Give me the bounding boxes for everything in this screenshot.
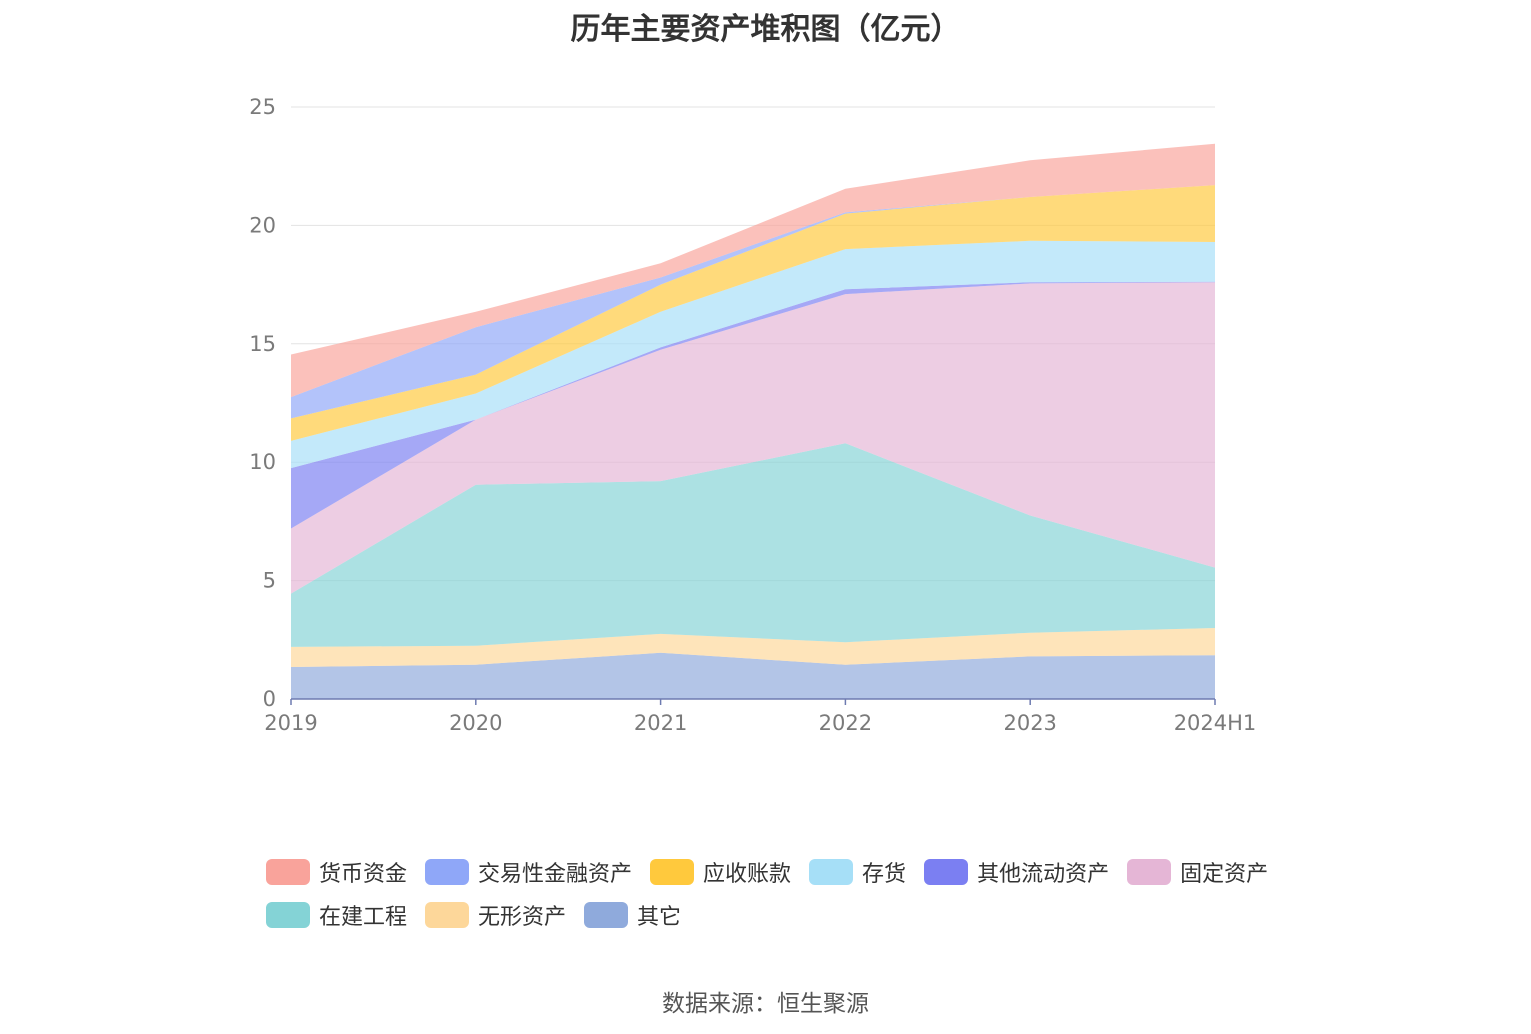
chart-title: 历年主要资产堆积图（亿元） (570, 12, 961, 47)
legend-item[interactable]: 固定资产 (1127, 856, 1268, 888)
legend-label: 其它 (637, 904, 682, 930)
legend-label: 无形资产 (478, 904, 567, 930)
y-tick-label: 25 (249, 95, 276, 119)
legend-swatch (425, 858, 470, 885)
y-tick-label: 5 (263, 569, 276, 593)
legend-swatch (924, 858, 969, 885)
legend: 货币资金 交易性金融资产 应收账款 存货 其他流动资产 固定资产 在建工程 无形资产 其它 (266, 850, 1296, 936)
legend-label: 其他流动资产 (977, 861, 1110, 887)
x-tick-label: 2022 (819, 711, 872, 735)
legend-swatch (650, 858, 695, 885)
legend-swatch (584, 901, 629, 928)
legend-label: 应收账款 (703, 861, 792, 887)
area-series-7 (291, 185, 1215, 441)
area-series-3 (291, 443, 1215, 647)
y-tick-label: 0 (263, 687, 276, 711)
legend-item[interactable]: 其它 (584, 899, 681, 931)
legend-label: 在建工程 (319, 904, 408, 930)
legend-swatch (425, 901, 470, 928)
legend-swatch (266, 858, 310, 885)
area-series (291, 143, 1215, 699)
legend-label: 交易性金融资产 (478, 861, 633, 887)
area-series-6 (291, 240, 1215, 469)
legend-row-1: 货币资金 交易性金融资产 应收账款 存货 其他流动资产 固定资产 (266, 850, 1296, 893)
legend-row-2: 在建工程 无形资产 其它 (266, 893, 1296, 936)
legend-item[interactable]: 在建工程 (266, 899, 407, 931)
y-tick-label: 20 (249, 213, 276, 237)
legend-label: 货币资金 (319, 861, 408, 887)
legend-item[interactable]: 应收账款 (650, 856, 791, 888)
legend-item[interactable]: 存货 (809, 856, 906, 888)
axes: 0 5 10 15 20 25 2019 2020 2021 2022 2023 2024H1 (249, 95, 1256, 735)
area-series-4 (291, 282, 1215, 594)
legend-item[interactable]: 交易性金融资产 (425, 856, 632, 888)
area-series-8 (291, 185, 1215, 419)
x-tick-label: 2020 (449, 711, 502, 735)
data-source-note: 数据来源：恒生聚源 (662, 991, 869, 1017)
x-tick-label: 2024H1 (1174, 711, 1257, 735)
x-tick-label: 2021 (634, 711, 687, 735)
area-series-1 (291, 652, 1215, 699)
x-tick-label: 2019 (264, 711, 317, 735)
legend-swatch (1127, 858, 1172, 885)
x-tick-label: 2023 (1003, 711, 1056, 735)
area-series-2 (291, 628, 1215, 667)
legend-label: 存货 (862, 861, 907, 887)
legend-item[interactable]: 其他流动资产 (924, 856, 1109, 888)
legend-item[interactable]: 无形资产 (425, 899, 566, 931)
legend-swatch (809, 858, 854, 885)
area-series-9 (291, 143, 1215, 398)
y-tick-label: 10 (249, 450, 276, 474)
legend-swatch (266, 901, 310, 928)
y-tick-label: 15 (249, 332, 276, 356)
legend-label: 固定资产 (1180, 861, 1269, 887)
legend-item[interactable]: 货币资金 (266, 856, 407, 888)
